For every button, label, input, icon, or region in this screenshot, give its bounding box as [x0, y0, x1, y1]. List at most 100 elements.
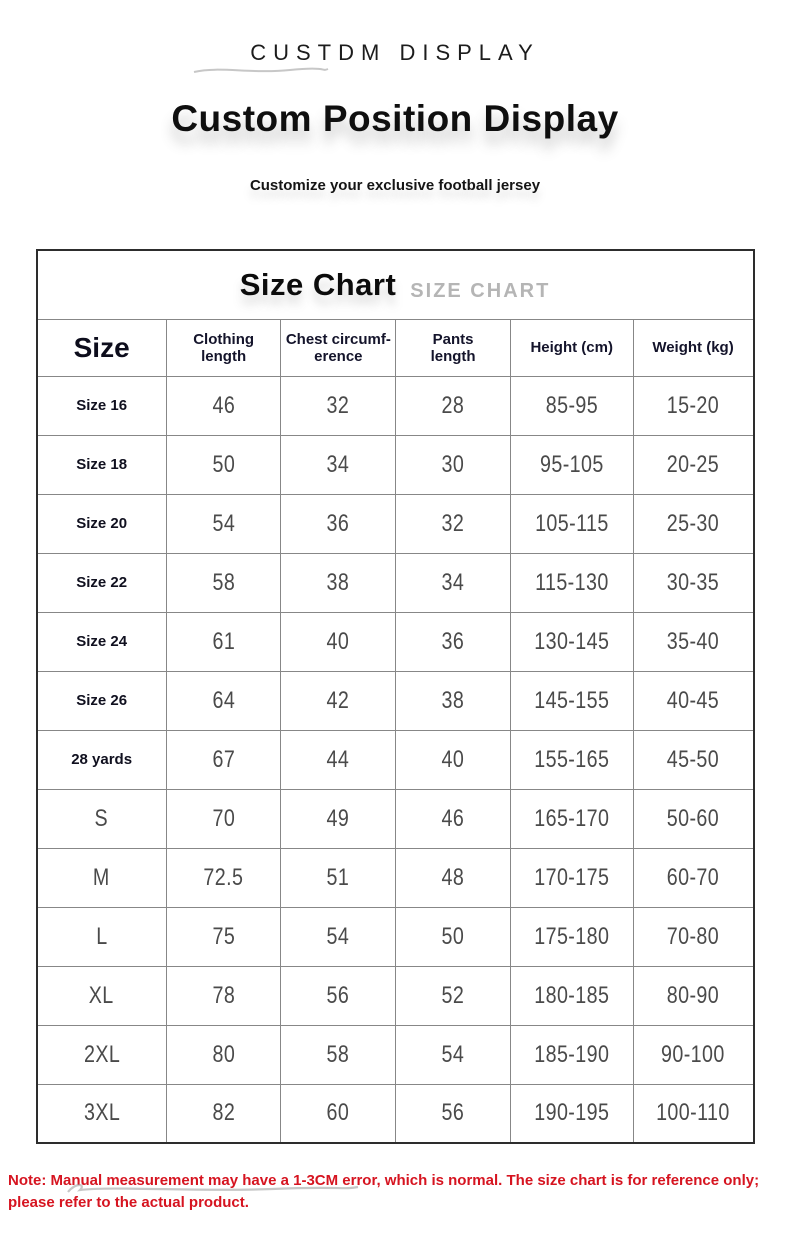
value-text: 82 — [212, 1099, 235, 1127]
value-cell: 35-40 — [632, 611, 755, 672]
value-cell: 80 — [165, 1024, 282, 1085]
value-cell: 58 — [165, 552, 282, 613]
value-text: 38 — [326, 568, 350, 596]
value-cell: 60 — [280, 1083, 397, 1144]
column-header-row: Size Clothing length Chest circumf- erence… — [36, 318, 755, 377]
value-cell: 38 — [395, 670, 511, 731]
value-text: 50 — [212, 450, 235, 478]
value-text: 170-175 — [534, 863, 610, 891]
table-row: Size 26 64 42 38 145-155 40-45 — [36, 670, 755, 731]
value-text: 54 — [212, 509, 235, 537]
value-cell: 50 — [395, 906, 511, 967]
value-text: 60-70 — [666, 863, 720, 891]
table-row: Size 20 54 36 32 105-115 25-30 — [36, 493, 755, 554]
size-label-cell: 28 yards — [36, 729, 167, 790]
value-cell: 56 — [395, 1083, 511, 1144]
value-cell: 15-20 — [632, 375, 755, 436]
table-row: S 70 49 46 165-170 50-60 — [36, 788, 755, 849]
value-text: 75 — [212, 922, 235, 950]
table-row: Size 22 58 38 34 115-130 30-35 — [36, 552, 755, 613]
value-cell: 100-110 — [632, 1083, 755, 1144]
value-cell: 95-105 — [509, 434, 634, 495]
value-cell: 175-180 — [509, 906, 634, 967]
size-label-cell: Size 22 — [36, 552, 167, 613]
value-text: 105-115 — [534, 509, 609, 537]
value-cell: 61 — [165, 611, 282, 672]
size-label-cell: Size 20 — [36, 493, 167, 554]
measurement-note: Note: Manual measurement may have a 1-3C… — [8, 1172, 760, 1211]
table-row: 2XL 80 58 54 185-190 90-100 — [36, 1024, 755, 1085]
size-chart-title-cell: Size Chart SIZE CHART — [36, 249, 754, 320]
value-cell: 44 — [280, 729, 397, 790]
value-text: 30-35 — [666, 568, 720, 596]
value-text: 44 — [326, 745, 350, 773]
table-row: XL 78 56 52 180-185 80-90 — [36, 965, 755, 1026]
value-cell: 56 — [280, 965, 397, 1026]
value-cell: 30 — [395, 434, 511, 495]
table-row: L 75 54 50 175-180 70-80 — [36, 906, 755, 967]
value-text: 72.5 — [203, 863, 244, 891]
value-text: 49 — [326, 804, 350, 832]
value-cell: 28 — [395, 375, 511, 436]
size-label-cell: XL — [36, 965, 167, 1026]
value-cell: 49 — [280, 788, 397, 849]
value-cell: 54 — [395, 1024, 511, 1085]
value-cell: 54 — [165, 493, 282, 554]
size-label-cell: Size 16 — [36, 375, 167, 436]
value-text: 15-20 — [666, 391, 720, 419]
size-label-text: XL — [89, 981, 115, 1009]
value-cell: 48 — [395, 847, 511, 908]
size-label-cell: 3XL — [36, 1083, 167, 1144]
value-cell: 45-50 — [632, 729, 755, 790]
value-cell: 185-190 — [509, 1024, 634, 1085]
value-text: 180-185 — [534, 981, 610, 1009]
value-cell: 42 — [280, 670, 397, 731]
value-cell: 72.5 — [165, 847, 282, 908]
size-label-text: 2XL — [83, 1040, 120, 1068]
value-text: 175-180 — [534, 922, 610, 950]
value-cell: 51 — [280, 847, 397, 908]
value-cell: 145-155 — [509, 670, 634, 731]
value-cell: 40 — [280, 611, 397, 672]
size-chart-title-echo: SIZE CHART — [410, 279, 551, 302]
value-text: 58 — [212, 568, 235, 596]
value-text: 30 — [441, 450, 465, 478]
value-text: 100-110 — [656, 1099, 730, 1127]
value-text: 40 — [441, 745, 465, 773]
value-cell: 78 — [165, 965, 282, 1026]
value-text: 115-130 — [534, 568, 609, 596]
value-text: 32 — [326, 391, 350, 419]
table-row: Size 16 46 32 28 85-95 15-20 — [36, 375, 755, 436]
value-text: 70-80 — [666, 922, 720, 950]
value-cell: 80-90 — [632, 965, 755, 1026]
value-text: 85-95 — [545, 391, 598, 419]
value-text: 185-190 — [534, 1040, 610, 1068]
table-row: M 72.5 51 48 170-175 60-70 — [36, 847, 755, 908]
value-cell: 46 — [395, 788, 511, 849]
value-cell: 130-145 — [509, 611, 634, 672]
value-cell: 40-45 — [632, 670, 755, 731]
page-header: CUSTDM DISPLAY Custom Position Display C… — [0, 0, 790, 195]
value-cell: 32 — [395, 493, 511, 554]
value-text: 145-155 — [534, 686, 610, 714]
value-text: 90-100 — [661, 1040, 725, 1068]
value-text: 130-145 — [534, 627, 610, 655]
value-cell: 180-185 — [509, 965, 634, 1026]
value-text: 54 — [441, 1040, 465, 1068]
value-text: 36 — [326, 509, 350, 537]
size-label-cell: 2XL — [36, 1024, 167, 1085]
brand-logo-text: CUSTDM DISPLAY — [250, 40, 540, 65]
value-cell: 70-80 — [632, 906, 755, 967]
value-text: 155-165 — [534, 745, 610, 773]
value-text: 34 — [326, 450, 350, 478]
size-label-text: 3XL — [83, 1099, 120, 1127]
size-label-text: S — [94, 804, 109, 832]
value-cell: 52 — [395, 965, 511, 1026]
column-header-pants-length: Pants length — [395, 318, 511, 377]
value-text: 70 — [212, 804, 235, 832]
value-text: 80 — [212, 1040, 235, 1068]
value-cell: 25-30 — [632, 493, 755, 554]
value-text: 190-195 — [534, 1099, 610, 1127]
column-header-clothing-length: Clothing length — [165, 318, 282, 377]
value-cell: 64 — [165, 670, 282, 731]
